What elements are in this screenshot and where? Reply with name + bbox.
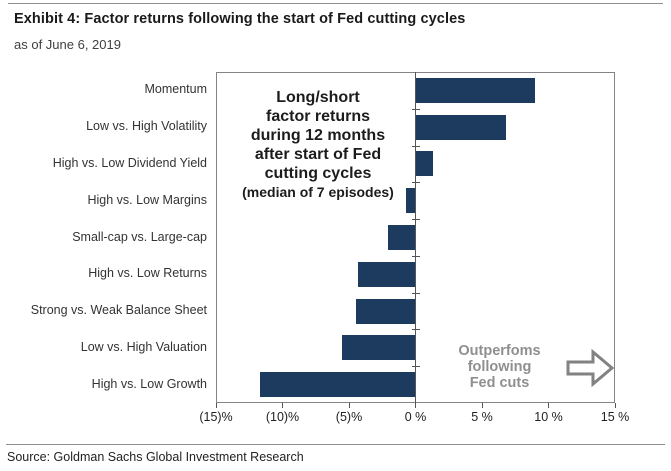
bottom-divider xyxy=(6,444,665,445)
outperform-note-line: Outperfoms xyxy=(458,343,541,359)
x-axis-tick xyxy=(481,403,483,408)
x-tick-label: 15 % xyxy=(600,410,630,424)
category-tick xyxy=(411,145,420,147)
x-tick-label: 5 % xyxy=(471,410,493,424)
category-tick xyxy=(411,255,420,257)
category-tick xyxy=(411,219,420,221)
bar xyxy=(415,77,536,103)
category-label: High vs. Low Dividend Yield xyxy=(52,155,207,170)
x-axis-tick xyxy=(215,403,217,408)
outperform-note-line: following xyxy=(467,359,532,375)
category-tick xyxy=(411,329,420,331)
category-label: Strong vs. Weak Balance Sheet xyxy=(30,303,207,318)
chart-annotation: Long/short factor returns during 12 mont… xyxy=(222,88,414,202)
x-axis-tick xyxy=(548,403,549,408)
arrow-right-icon xyxy=(566,348,615,388)
category-label: High vs. Low Returns xyxy=(88,266,207,281)
category-label: High vs. Low Margins xyxy=(87,192,208,207)
category-label: Low vs. High Volatility xyxy=(86,119,207,134)
x-tick-label: (15)% xyxy=(199,410,233,424)
category-tick xyxy=(411,108,420,110)
bar xyxy=(259,372,416,398)
bar xyxy=(415,114,506,140)
source-attribution: Source: Goldman Sachs Global Investment … xyxy=(7,450,304,464)
category-tick xyxy=(411,366,420,368)
category-label: Small-cap vs. Large-cap xyxy=(72,229,207,244)
outperform-note-line: Fed cuts xyxy=(469,375,530,391)
x-tick-label: 10 % xyxy=(534,410,563,424)
category-tick xyxy=(411,292,420,294)
x-axis-tick xyxy=(415,403,416,408)
bar xyxy=(358,261,416,287)
zero-axis-line xyxy=(415,72,416,403)
x-axis-tick xyxy=(614,403,616,408)
annotation-line: factor returns xyxy=(265,108,371,125)
annotation-line: after start of Fed xyxy=(254,146,382,163)
annotation-line: Long/short xyxy=(276,89,360,106)
x-tick-label: (10)% xyxy=(265,410,300,424)
category-label: Low vs. High Valuation xyxy=(80,339,207,354)
x-tick-label: 0 % xyxy=(404,410,427,424)
bar xyxy=(387,225,416,250)
x-tick-label: (5)% xyxy=(335,410,363,424)
annotation-line: during 12 months xyxy=(250,127,386,144)
bar xyxy=(415,151,433,177)
x-axis-tick xyxy=(282,403,283,408)
annotation-line: cutting cycles xyxy=(264,165,372,182)
category-label: High vs. Low Growth xyxy=(91,376,207,391)
as-of-date: as of June 6, 2019 xyxy=(14,37,121,52)
bar xyxy=(406,188,416,214)
outperform-note: Outperfoms following Fed cuts xyxy=(437,343,562,391)
bar xyxy=(355,298,416,324)
top-divider xyxy=(8,3,663,4)
category-tick xyxy=(411,182,420,184)
annotation-line: (median of 7 episodes) xyxy=(242,184,394,200)
page-title: Exhibit 4: Factor returns following the … xyxy=(14,11,466,27)
category-label: Momentum xyxy=(144,82,207,97)
bar xyxy=(342,335,416,361)
x-axis-tick xyxy=(348,403,350,408)
